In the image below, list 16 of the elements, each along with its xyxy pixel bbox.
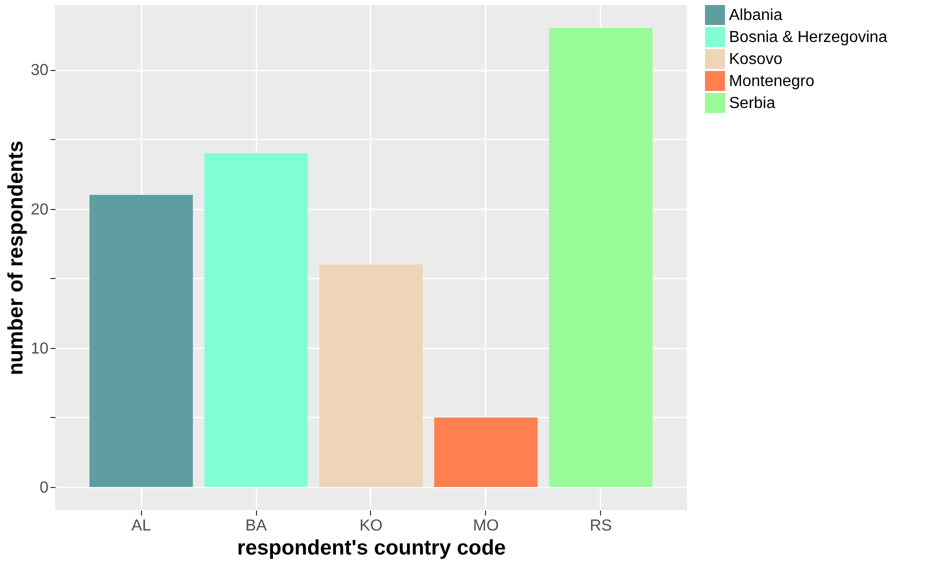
x-tick-label: KO (359, 518, 383, 534)
y-tick-label: 30 (30, 62, 49, 80)
x-tick-label: AL (131, 518, 152, 534)
x-tick-label: RS (590, 518, 612, 534)
legend-label: Kosovo (729, 51, 782, 68)
x-tick-label: MO (473, 518, 499, 534)
legend-label: Montenegro (729, 73, 814, 90)
x-axis-title: respondent's country code (237, 536, 506, 560)
y-tick-label: 0 (40, 480, 49, 497)
legend-label: Albania (729, 7, 782, 24)
y-tick-label: 20 (30, 201, 49, 218)
y-tick-label: 10 (30, 340, 49, 358)
legend-label: Bosnia & Herzegovina (729, 29, 888, 46)
y-axis-title: number of respondents (4, 140, 28, 376)
legend-label: Serbia (729, 95, 776, 112)
x-tick-label: BA (245, 518, 268, 534)
